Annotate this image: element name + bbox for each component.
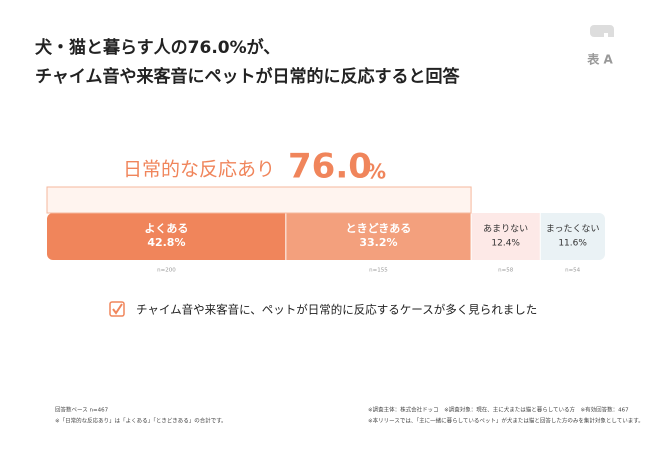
footnote: ※調査主体：株式会社ドッコ ※調査対象：現在、主に犬または猫と暮らしている方 ※… bbox=[368, 406, 629, 414]
segment-value: 33.2% bbox=[359, 236, 397, 249]
bar-segment bbox=[471, 213, 541, 260]
segment-value: 42.8% bbox=[147, 236, 185, 249]
highlight-text: 日常的な反応あり bbox=[123, 159, 275, 181]
segment-label: まったくない bbox=[546, 224, 600, 235]
footnote: 回答数ベース n=467 bbox=[55, 406, 109, 414]
segment-label: よくある bbox=[144, 222, 188, 235]
title-line: チャイム音や来客音にペットが日常的に反応すると回答 bbox=[35, 66, 460, 87]
logo bbox=[590, 25, 614, 37]
bar-segment bbox=[540, 213, 605, 260]
n-label: n=200 bbox=[157, 268, 176, 274]
bar-group bbox=[47, 213, 605, 260]
highlight-unit: % bbox=[366, 160, 386, 184]
n-label: n=54 bbox=[565, 268, 581, 274]
n-label: n=58 bbox=[498, 268, 514, 274]
segment-label: あまりない bbox=[483, 224, 528, 235]
segment-value: 12.4% bbox=[491, 239, 520, 249]
finding: チャイム音や来客音に、ペットが日常的に反応するケースが多く見られました bbox=[136, 303, 537, 317]
highlight-value: 76.0 bbox=[288, 147, 372, 187]
bar-segment bbox=[285, 213, 472, 260]
table-tag: 表 A bbox=[586, 52, 613, 67]
bar-segment bbox=[47, 213, 286, 260]
segment-value: 11.6% bbox=[558, 239, 587, 249]
title-line: 犬・猫と暮らす人の76.0%が、 bbox=[35, 37, 280, 58]
checkmark bbox=[112, 303, 123, 315]
segment-label: ときどきある bbox=[346, 222, 412, 235]
n-label: n=155 bbox=[369, 268, 388, 274]
footnote: ※「日常的な反応あり」は「よくある」「ときどきある」の合計です。 bbox=[55, 417, 227, 425]
highlight-bracket bbox=[46, 186, 472, 214]
footnote: ※本リリースでは、「主に一緒に暮らしているペット」が犬または猫と回答した方のみを… bbox=[368, 417, 644, 425]
